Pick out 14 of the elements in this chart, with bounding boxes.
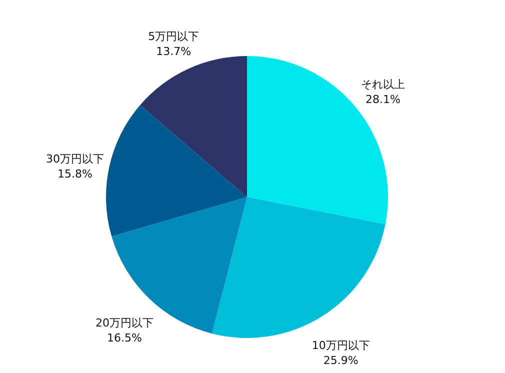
slice-label: 20万円以下	[96, 316, 154, 330]
pie-slice	[212, 197, 386, 338]
data-label: 16.5%	[107, 331, 142, 344]
data-label: 25.9%	[323, 354, 358, 367]
pie-slice	[140, 56, 247, 197]
slice-label: 30万円以下	[46, 152, 104, 166]
slice-label: 10万円以下	[312, 338, 370, 352]
data-label: 15.8%	[58, 168, 92, 181]
pie-slice	[112, 197, 247, 334]
slice-label: 5万円以下	[148, 30, 200, 44]
pie-slice	[106, 105, 247, 236]
data-label: 13.7%	[156, 45, 192, 58]
data-label: 28.1%	[365, 93, 400, 106]
slice-label: それ以上	[360, 78, 405, 92]
